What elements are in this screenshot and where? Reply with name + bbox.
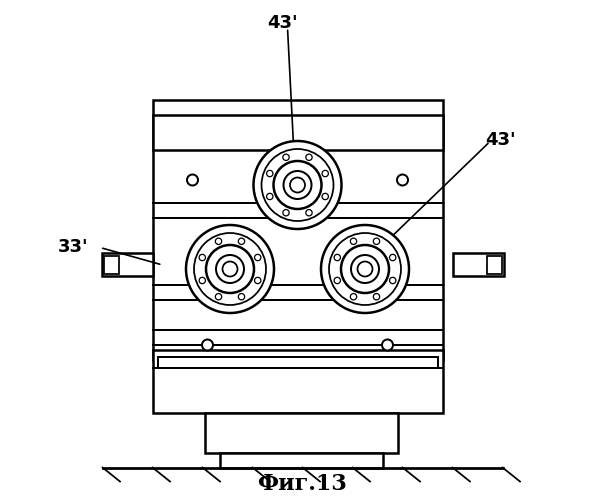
Circle shape: [199, 278, 206, 283]
Circle shape: [238, 294, 244, 300]
Circle shape: [253, 141, 341, 229]
Circle shape: [322, 194, 329, 200]
Circle shape: [322, 170, 329, 176]
Circle shape: [329, 233, 401, 305]
Circle shape: [223, 262, 238, 276]
Circle shape: [290, 178, 305, 192]
Bar: [152, 350, 442, 412]
Circle shape: [306, 154, 312, 160]
Circle shape: [284, 171, 312, 199]
Circle shape: [194, 233, 266, 305]
Circle shape: [283, 210, 289, 216]
Circle shape: [341, 245, 389, 293]
Circle shape: [215, 238, 221, 244]
Bar: [205, 412, 397, 453]
Circle shape: [397, 174, 408, 186]
Bar: [103, 256, 119, 274]
Bar: [102, 253, 152, 276]
Circle shape: [187, 174, 198, 186]
Bar: [220, 452, 382, 468]
Circle shape: [206, 245, 254, 293]
Text: 43': 43': [267, 14, 298, 32]
Bar: [453, 253, 503, 276]
Circle shape: [350, 294, 357, 300]
Circle shape: [373, 294, 380, 300]
Bar: [486, 256, 502, 274]
Text: Фиг.13: Фиг.13: [258, 472, 347, 494]
Bar: [152, 100, 442, 360]
Circle shape: [390, 254, 396, 260]
Circle shape: [216, 255, 244, 283]
Circle shape: [373, 238, 380, 244]
Circle shape: [215, 294, 221, 300]
Circle shape: [255, 254, 261, 260]
Circle shape: [199, 254, 206, 260]
Circle shape: [238, 238, 244, 244]
Circle shape: [255, 278, 261, 283]
Circle shape: [350, 238, 357, 244]
Bar: [152, 115, 442, 150]
Circle shape: [267, 170, 273, 176]
Circle shape: [267, 194, 273, 200]
Circle shape: [321, 225, 409, 313]
Text: 43': 43': [485, 131, 515, 149]
Circle shape: [334, 254, 341, 260]
Circle shape: [382, 340, 393, 350]
Circle shape: [261, 149, 333, 221]
Circle shape: [283, 154, 289, 160]
Circle shape: [202, 340, 213, 350]
Circle shape: [186, 225, 274, 313]
Text: 33': 33': [58, 238, 89, 256]
Circle shape: [334, 278, 341, 283]
Circle shape: [358, 262, 373, 276]
Circle shape: [351, 255, 379, 283]
Bar: [157, 356, 437, 368]
Circle shape: [306, 210, 312, 216]
Circle shape: [390, 278, 396, 283]
Circle shape: [273, 161, 321, 209]
